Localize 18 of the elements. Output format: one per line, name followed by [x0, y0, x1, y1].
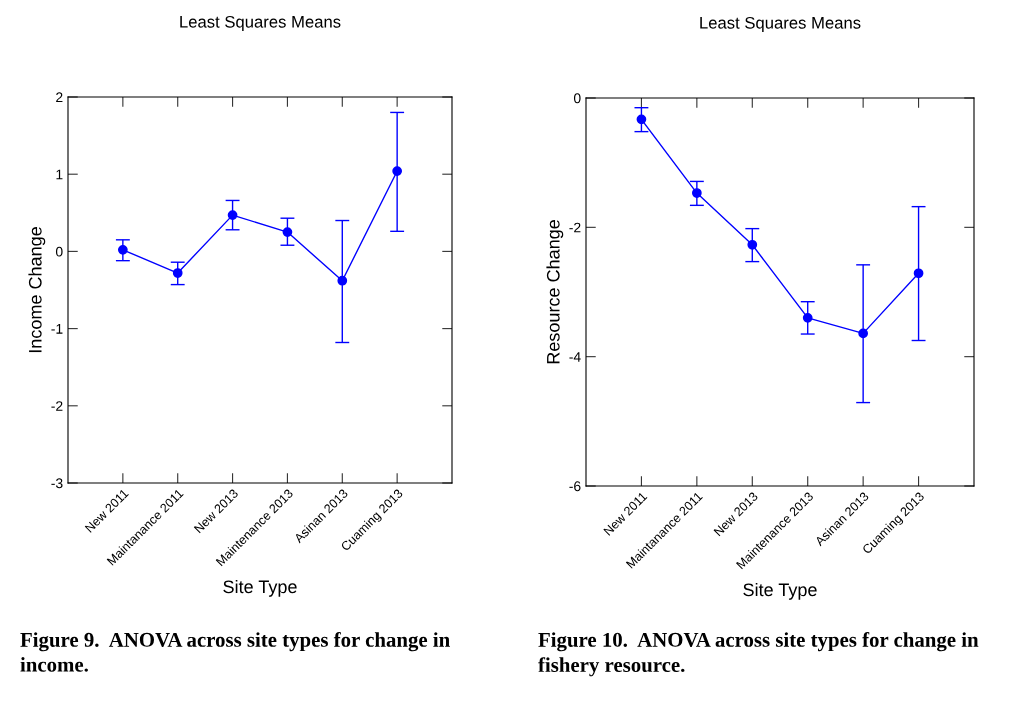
y-tick-label: -4 [569, 352, 581, 362]
y-tick-label: 1 [56, 169, 63, 180]
y-axis-title: Income Change [28, 227, 46, 353]
y-tick-label: -2 [51, 401, 63, 411]
y-tick-label: -2 [569, 222, 581, 233]
y-tick-label: -3 [51, 478, 63, 489]
chart-title: Least Squares Means [180, 15, 341, 32]
caption: Figure 9. ANOVA across site types for change in income. [20, 632, 450, 672]
y-tick-label: 2 [56, 92, 63, 103]
y-axis-title: Resource Change [546, 220, 564, 364]
x-axis-title: Site Type [743, 582, 817, 600]
chart-title: Least Squares Means [700, 16, 861, 33]
y-tick-label: 0 [55, 246, 63, 257]
y-tick-label: -1 [51, 324, 63, 334]
y-tick-label: -6 [569, 481, 581, 492]
x-axis-title: Site Type [223, 579, 297, 597]
caption: Figure 10. ANOVA across site types for change in fishery resource. [538, 632, 979, 677]
y-tick-label: 0 [573, 93, 581, 104]
